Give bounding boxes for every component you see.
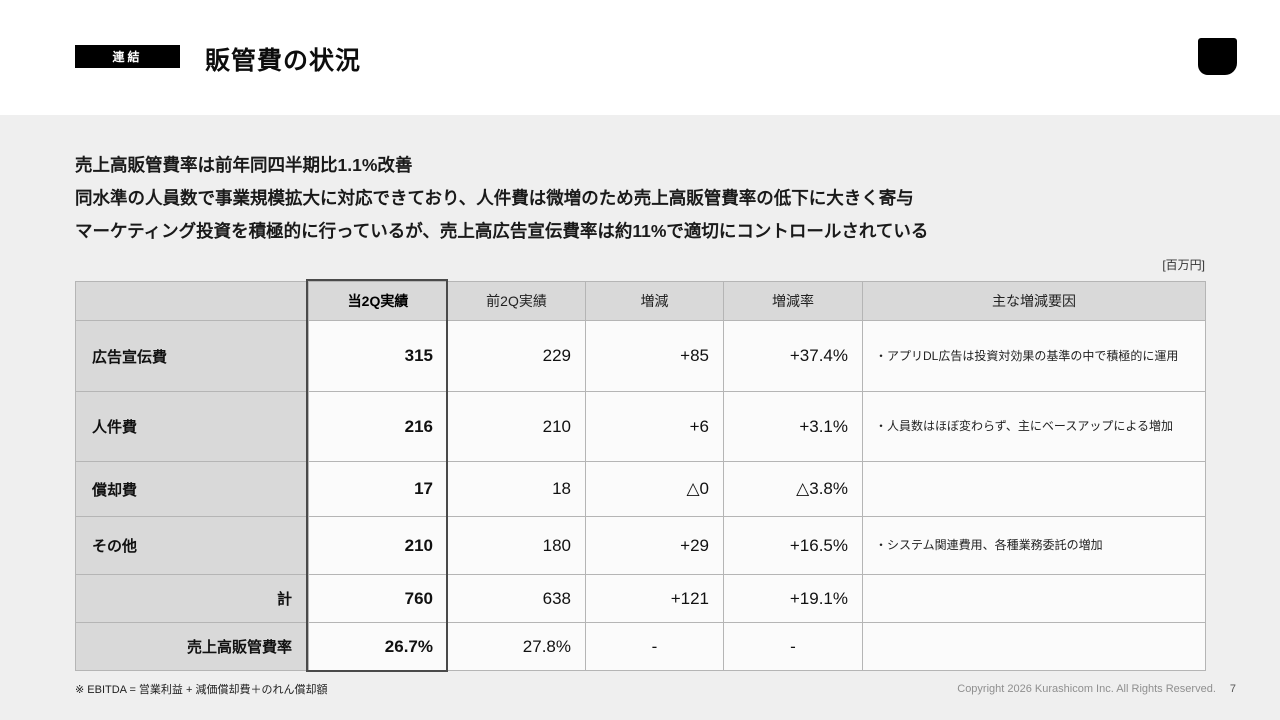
table-row-sga-ratio: 売上高販管費率 26.7% 27.8% - - [75,622,1206,671]
table-row-total: 計 760 638 +121 +19.1% [75,574,1206,623]
row-label: 広告宣伝費 [75,320,309,392]
change-value: +85 [585,320,724,392]
factor-note: ・システム関連費用、各種業務委託の増加 [862,516,1206,575]
change-rate-value: +16.5% [723,516,863,575]
current-q2-value: 26.7% [308,622,448,671]
unit-label: [百万円] [1162,258,1205,272]
company-logo-icon [1198,38,1237,75]
factor-note: ・アプリDL広告は投資対効果の基準の中で積極的に運用 [862,320,1206,392]
current-q2-value: 216 [308,391,448,462]
row-label: 人件費 [75,391,309,462]
summary-line-2: 同水準の人員数で事業規模拡大に対応できており、人件費は微増のため売上高販管費率の… [75,188,914,208]
previous-q2-value: 27.8% [447,622,586,671]
slide-title: 販管費の状況 [205,47,362,75]
change-value: +29 [585,516,724,575]
previous-q2-value: 229 [447,320,586,392]
page-number: 7 [1229,683,1236,695]
table-row-advertising: 広告宣伝費 315 229 +85 +37.4% ・アプリDL広告は投資対効果の… [75,320,1206,392]
column-header-previous-q2: 前2Q実績 [447,281,586,321]
column-header-change: 増減 [585,281,724,321]
footer-right: Copyright 2026 Kurashicom Inc. All Right… [957,683,1236,695]
summary-text: 売上高販管費率は前年同四半期比1.1%改善 同水準の人員数で事業規模拡大に対応で… [75,149,928,248]
factor-note: ・人員数はほぼ変わらず、主にベースアップによる増加 [862,391,1206,462]
change-rate-value: +3.1% [723,391,863,462]
change-value: - [585,622,724,671]
column-header-current-q2: 当2Q実績 [308,281,448,321]
table-row-other: その他 210 180 +29 +16.5% ・システム関連費用、各種業務委託の… [75,516,1206,575]
row-label: その他 [75,516,309,575]
column-header-factors: 主な増減要因 [862,281,1206,321]
current-q2-value: 17 [308,461,448,517]
summary-line-1: 売上高販管費率は前年同四半期比1.1%改善 [75,155,413,175]
change-value: △0 [585,461,724,517]
column-header-change-rate: 増減率 [723,281,863,321]
change-rate-value: - [723,622,863,671]
table-header-row: 当2Q実績 前2Q実績 増減 増減率 主な増減要因 [75,281,1206,321]
previous-q2-value: 210 [447,391,586,462]
change-value: +6 [585,391,724,462]
current-q2-value: 210 [308,516,448,575]
change-rate-value: +19.1% [723,574,863,623]
factor-note [862,622,1206,671]
summary-line-3: マーケティング投資を積極的に行っているが、売上高広告宣伝費率は約11%で適切にコ… [75,221,929,241]
footnote: ※ EBITDA = 営業利益 + 減価償却費＋のれん償却額 [75,684,328,696]
row-label: 売上高販管費率 [75,622,309,671]
change-value: +121 [585,574,724,623]
copyright-text: Copyright 2026 Kurashicom Inc. All Right… [957,683,1216,695]
row-label: 償却費 [75,461,309,517]
current-q2-value: 315 [308,320,448,392]
current-q2-value: 760 [308,574,448,623]
row-label: 計 [75,574,309,623]
column-header-blank [75,281,309,321]
factor-note [862,574,1206,623]
previous-q2-value: 18 [447,461,586,517]
change-rate-value: △3.8% [723,461,863,517]
previous-q2-value: 638 [447,574,586,623]
previous-q2-value: 180 [447,516,586,575]
factor-note [862,461,1206,517]
table-row-depreciation: 償却費 17 18 △0 △3.8% [75,461,1206,517]
change-rate-value: +37.4% [723,320,863,392]
consolidated-badge: 連結 [75,45,180,68]
table-row-personnel: 人件費 216 210 +6 +3.1% ・人員数はほぼ変わらず、主にベースアッ… [75,391,1206,462]
header-bar: 連結 販管費の状況 [0,0,1280,115]
sga-expenses-table: 当2Q実績 前2Q実績 増減 増減率 主な増減要因 広告宣伝費 315 229 … [75,281,1206,671]
